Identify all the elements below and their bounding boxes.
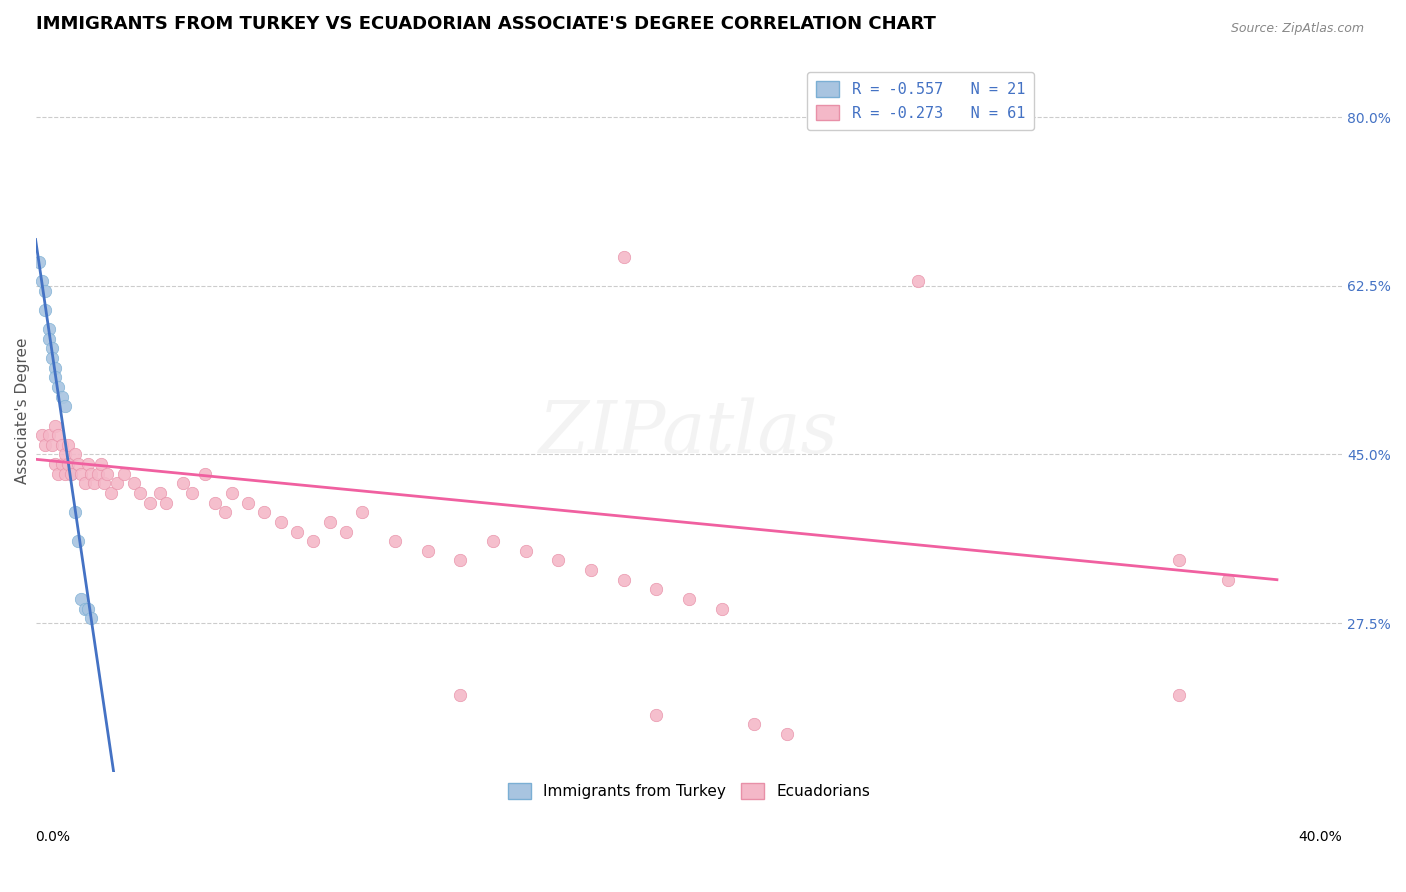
Point xyxy=(60,467,83,481)
Point xyxy=(38,428,60,442)
Point xyxy=(204,495,226,509)
Point xyxy=(28,254,51,268)
Point xyxy=(63,447,86,461)
Point xyxy=(139,495,162,509)
Legend: R = -0.557   N = 21, R = -0.273   N = 61: R = -0.557 N = 21, R = -0.273 N = 61 xyxy=(807,72,1033,130)
Point xyxy=(149,486,172,500)
Point xyxy=(38,322,60,336)
Point xyxy=(44,457,66,471)
Point xyxy=(352,505,374,519)
Point xyxy=(776,727,799,741)
Point xyxy=(384,534,406,549)
Point xyxy=(214,505,236,519)
Point xyxy=(515,543,537,558)
Point xyxy=(86,467,108,481)
Point xyxy=(44,370,66,384)
Point xyxy=(335,524,357,539)
Point xyxy=(53,447,76,461)
Point xyxy=(70,467,93,481)
Point xyxy=(645,707,668,722)
Point xyxy=(100,486,122,500)
Y-axis label: Associate's Degree: Associate's Degree xyxy=(15,338,30,484)
Point xyxy=(31,428,53,442)
Point xyxy=(416,543,439,558)
Point xyxy=(710,601,733,615)
Point xyxy=(31,274,53,288)
Point xyxy=(449,553,471,567)
Point xyxy=(93,476,115,491)
Point xyxy=(613,250,636,264)
Point xyxy=(547,553,569,567)
Point xyxy=(1167,553,1189,567)
Point xyxy=(302,534,325,549)
Point xyxy=(73,476,96,491)
Point xyxy=(80,467,103,481)
Point xyxy=(253,505,276,519)
Point xyxy=(449,688,471,702)
Text: IMMIGRANTS FROM TURKEY VS ECUADORIAN ASSOCIATE'S DEGREE CORRELATION CHART: IMMIGRANTS FROM TURKEY VS ECUADORIAN ASS… xyxy=(35,15,935,33)
Point xyxy=(83,476,105,491)
Text: Source: ZipAtlas.com: Source: ZipAtlas.com xyxy=(1230,22,1364,36)
Text: ZIPatlas: ZIPatlas xyxy=(538,398,839,468)
Point xyxy=(51,438,73,452)
Point xyxy=(51,390,73,404)
Point xyxy=(318,515,340,529)
Point xyxy=(44,360,66,375)
Point xyxy=(66,457,89,471)
Point xyxy=(58,457,80,471)
Point xyxy=(76,601,98,615)
Point xyxy=(579,563,602,577)
Point xyxy=(53,399,76,413)
Point xyxy=(194,467,217,481)
Point xyxy=(1216,573,1239,587)
Point xyxy=(60,467,83,481)
Point xyxy=(270,515,292,529)
Point xyxy=(58,438,80,452)
Point xyxy=(73,601,96,615)
Point xyxy=(63,505,86,519)
Point xyxy=(907,274,929,288)
Point xyxy=(172,476,194,491)
Point xyxy=(155,495,177,509)
Text: 40.0%: 40.0% xyxy=(1299,830,1343,844)
Point xyxy=(41,342,63,356)
Point xyxy=(742,717,765,731)
Point xyxy=(48,428,70,442)
Point xyxy=(76,457,98,471)
Point xyxy=(34,284,56,298)
Point xyxy=(122,476,145,491)
Point xyxy=(221,486,243,500)
Point xyxy=(41,438,63,452)
Point xyxy=(613,573,636,587)
Point xyxy=(34,438,56,452)
Point xyxy=(236,495,259,509)
Point xyxy=(1167,688,1189,702)
Point xyxy=(645,582,668,597)
Point xyxy=(48,467,70,481)
Point xyxy=(181,486,204,500)
Point xyxy=(66,534,89,549)
Point xyxy=(112,467,135,481)
Point xyxy=(96,467,118,481)
Point xyxy=(129,486,152,500)
Point xyxy=(285,524,308,539)
Point xyxy=(90,457,112,471)
Point xyxy=(41,351,63,365)
Point xyxy=(678,591,700,606)
Point xyxy=(105,476,128,491)
Text: 0.0%: 0.0% xyxy=(35,830,70,844)
Point xyxy=(80,611,103,625)
Point xyxy=(48,380,70,394)
Point xyxy=(482,534,505,549)
Point xyxy=(51,457,73,471)
Point xyxy=(53,467,76,481)
Point xyxy=(44,418,66,433)
Point xyxy=(34,302,56,317)
Point xyxy=(70,591,93,606)
Point xyxy=(38,332,60,346)
Point xyxy=(58,457,80,471)
